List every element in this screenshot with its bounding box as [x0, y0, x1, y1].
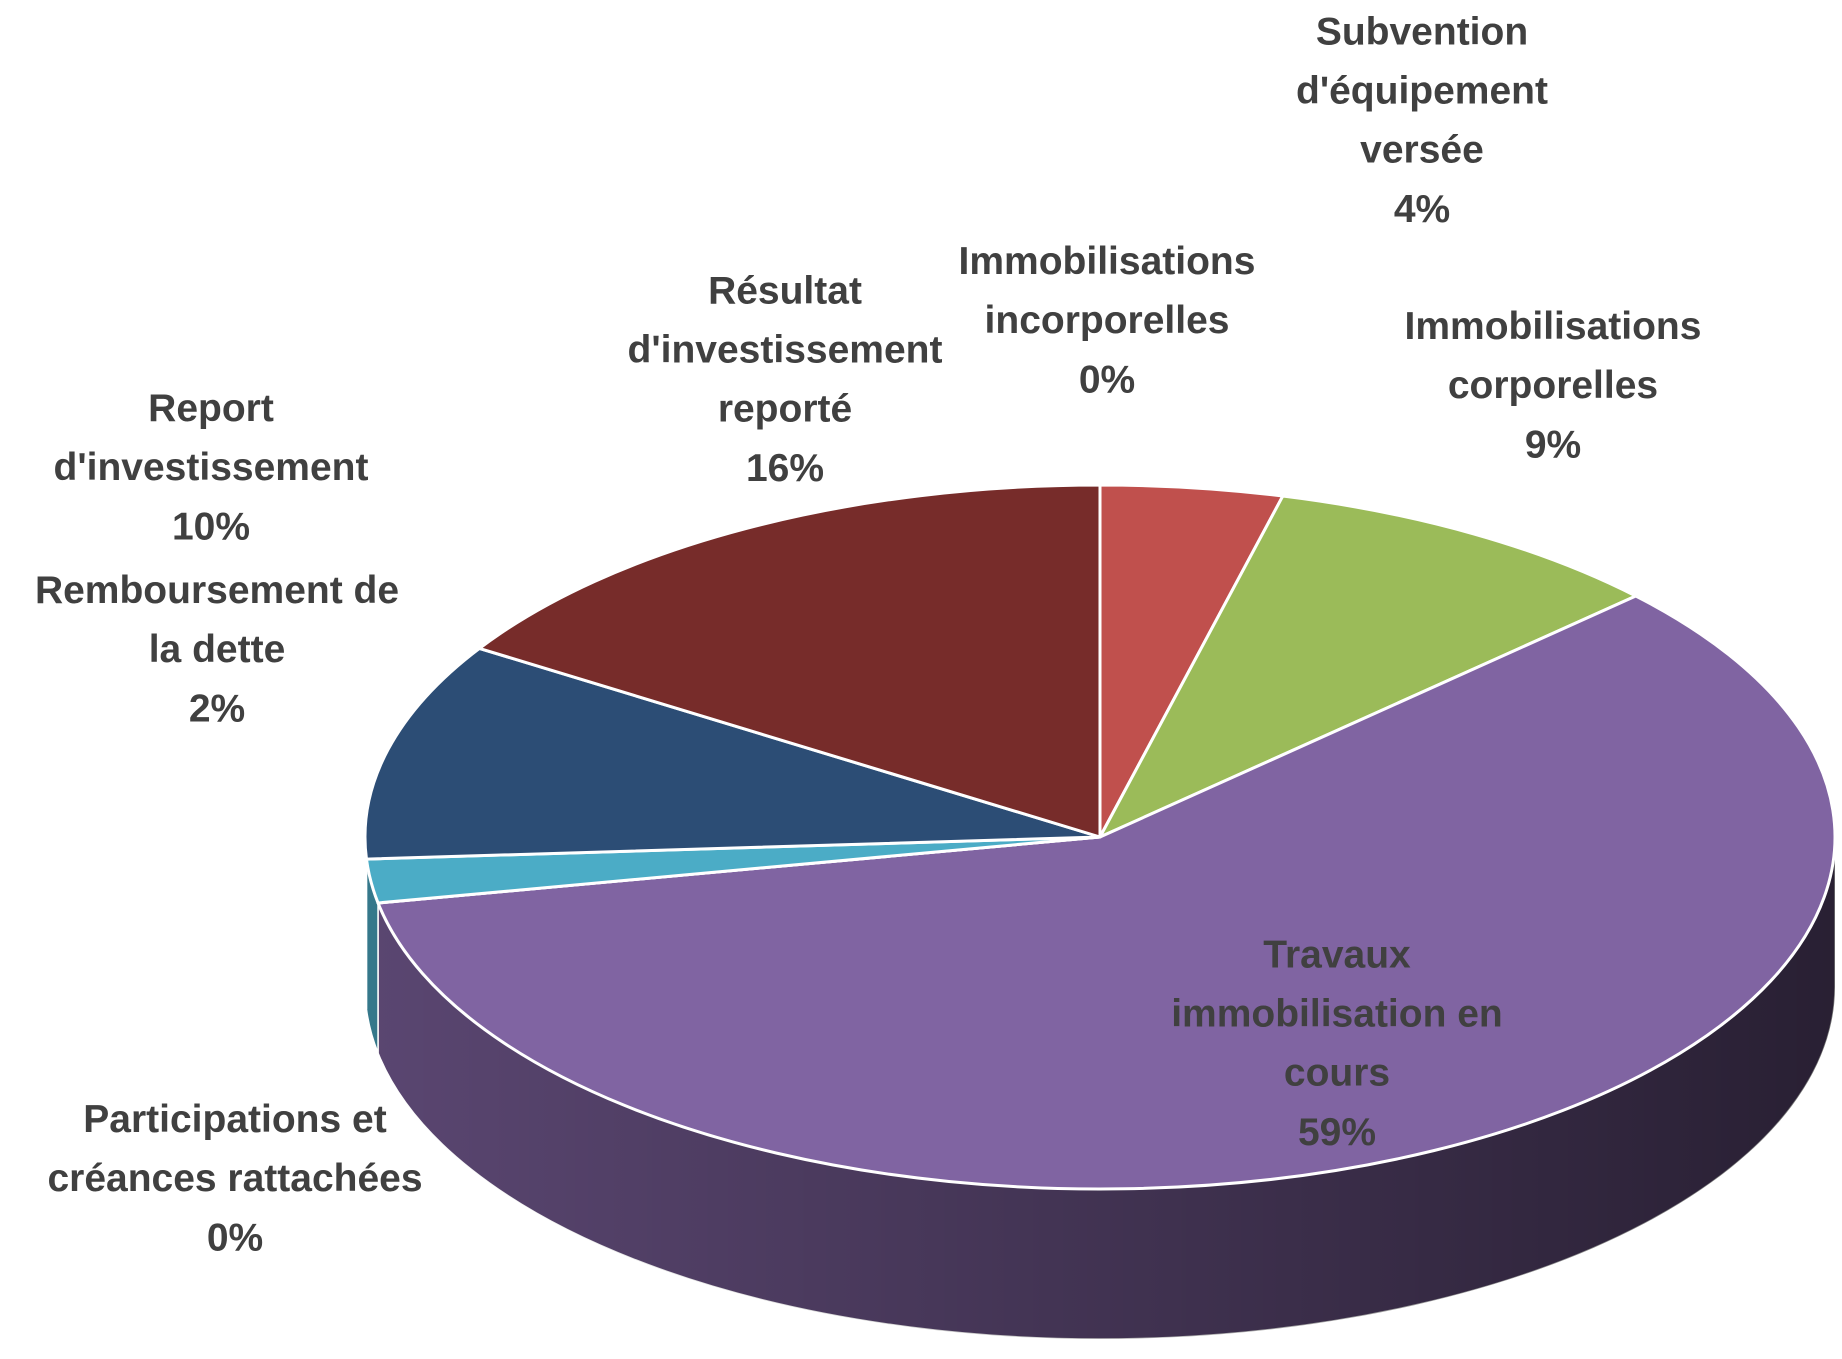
data-label-value: 9% — [1525, 423, 1581, 466]
data-label-name: Participations et créances rattachées — [47, 1098, 422, 1200]
data-label-value: 0% — [207, 1216, 263, 1259]
data-label-name: Report d'investissement — [54, 387, 369, 489]
slice — [376, 594, 1837, 1191]
data-label-name: Travaux immobilisation en cours — [1171, 934, 1503, 1095]
data-label-value: 0% — [1079, 358, 1135, 401]
data-label-value: 59% — [1298, 1111, 1376, 1154]
data-label-name: Résultat d'investissement reporté — [628, 270, 943, 431]
data-label-name: Immobilisations incorporelles — [959, 240, 1256, 342]
data-label-value: 10% — [172, 505, 250, 548]
data-label-value: 2% — [189, 687, 245, 730]
data-label-value: 16% — [746, 447, 824, 490]
slice — [477, 483, 1102, 839]
slice — [363, 646, 1102, 861]
slice — [1098, 494, 1638, 839]
data-label-name: Remboursement de la dette — [35, 569, 399, 671]
data-label-name: Immobilisations corporelles — [1405, 305, 1702, 407]
data-label-name: Subvention d'équipement versée — [1296, 11, 1548, 172]
data-label-value: 4% — [1394, 188, 1450, 231]
